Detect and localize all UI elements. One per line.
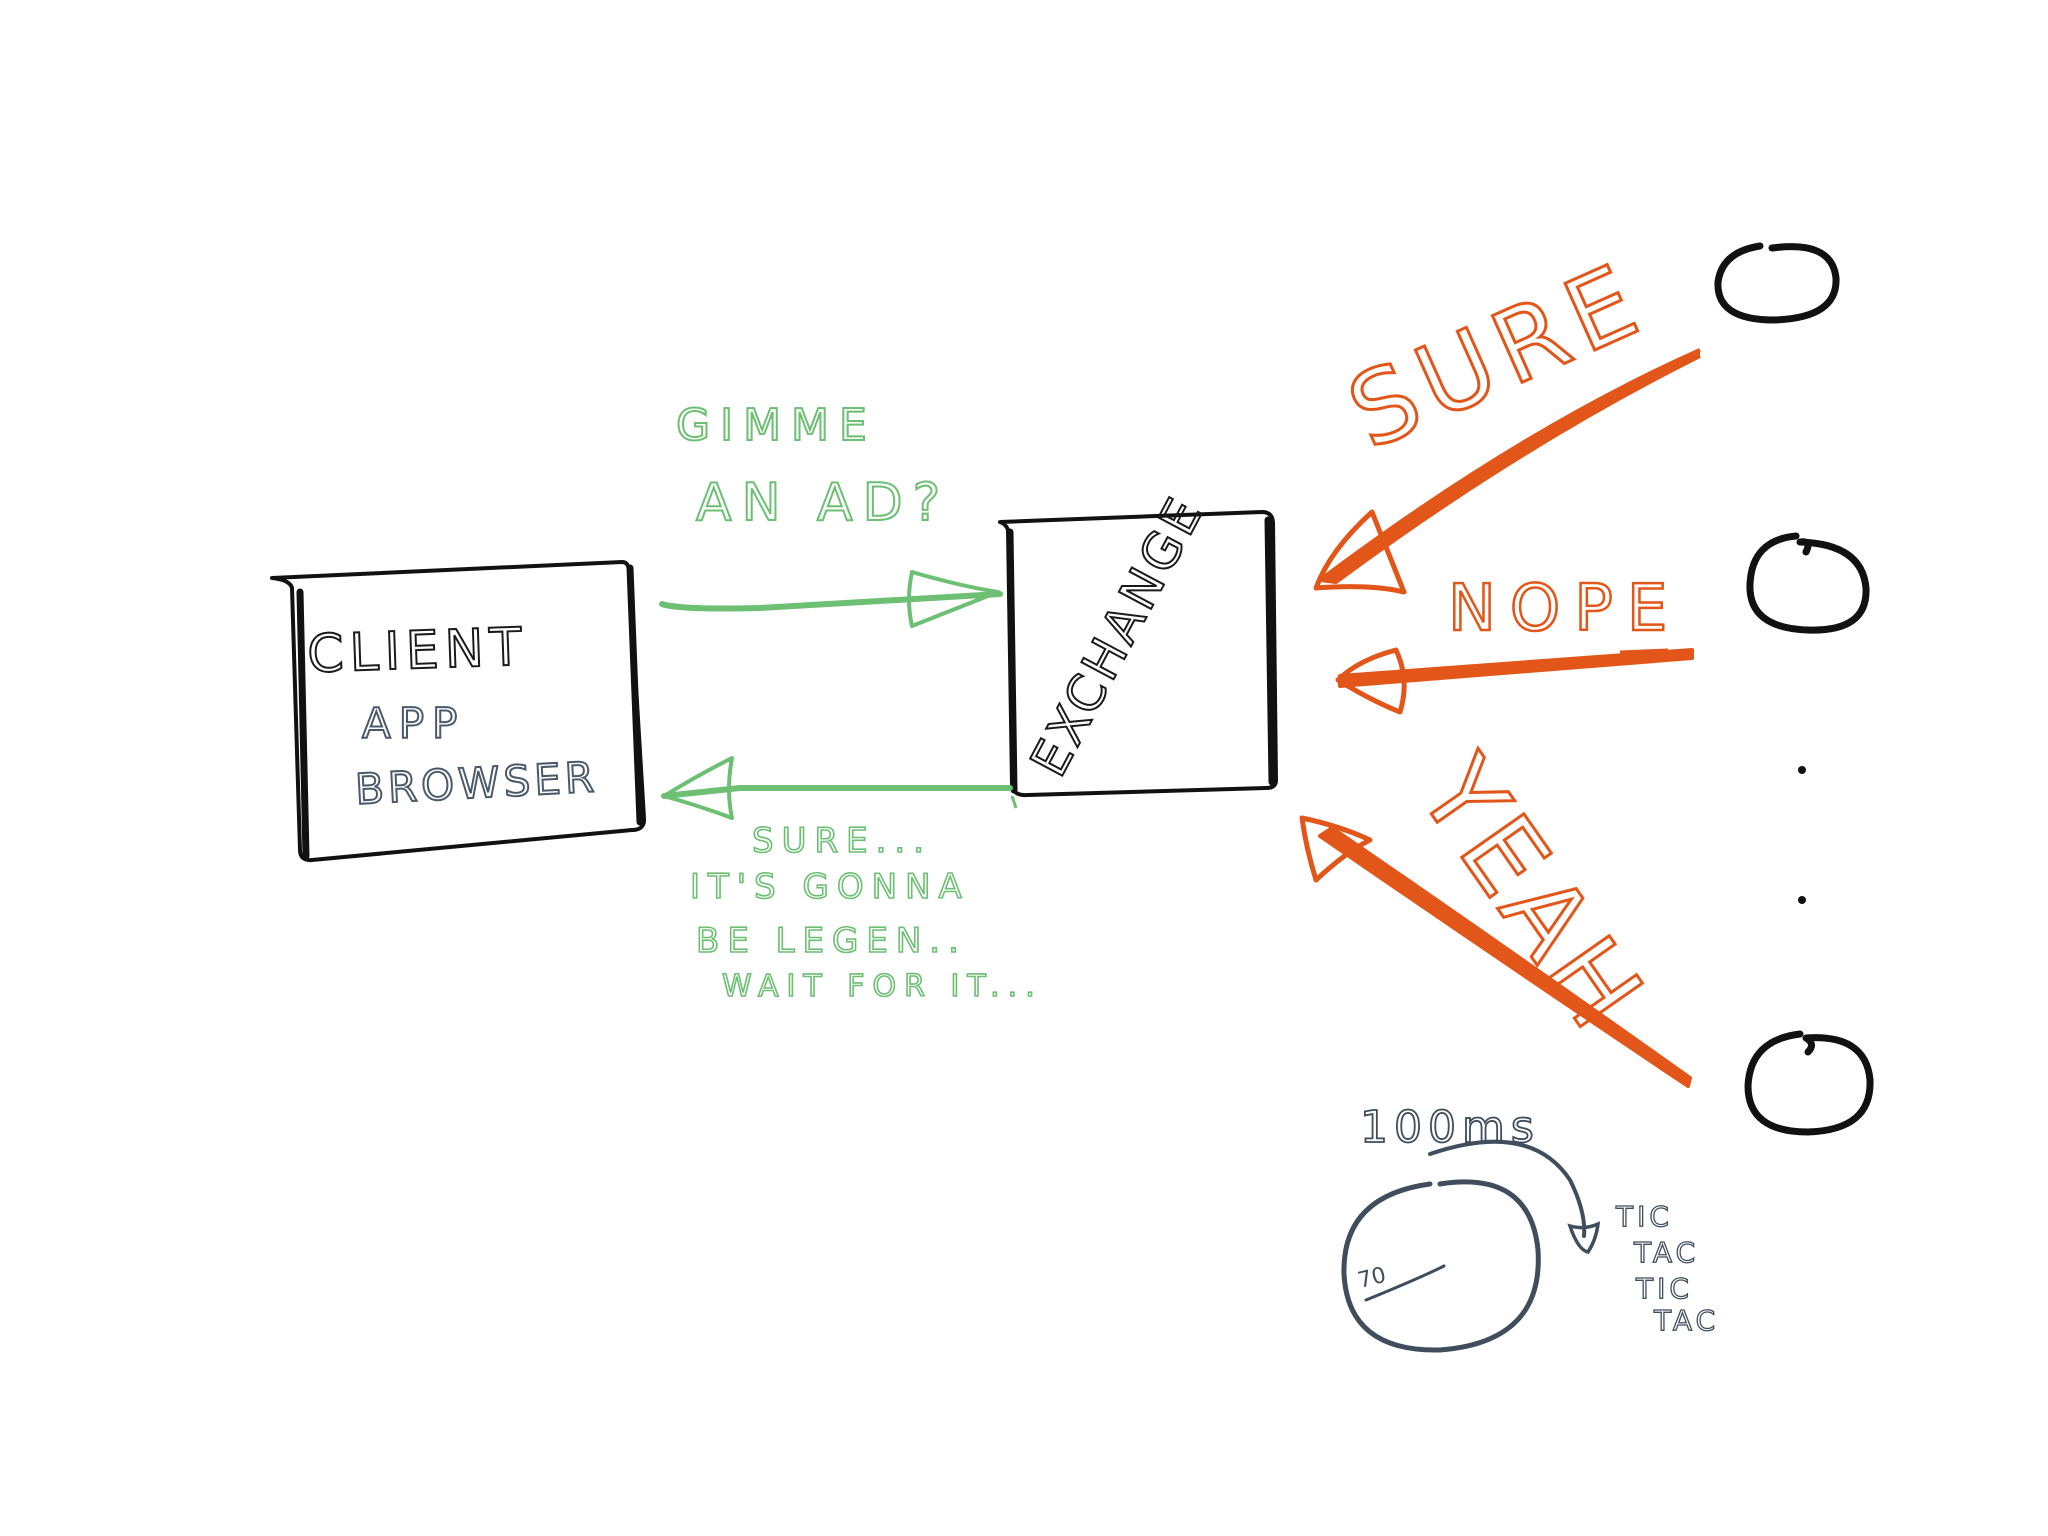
bid-arrow-bottom: YEAH — [1299, 734, 1692, 1088]
bid-label-sure: SURE — [1332, 239, 1662, 472]
reply-arrow-tail — [1010, 795, 1018, 809]
bid-label-nope: NOPE — [1448, 572, 1681, 646]
timer-tick-4: TAC — [1653, 1304, 1719, 1337]
timer-dial-value: 70 — [1355, 1263, 1388, 1294]
timer-dial — [1341, 1179, 1541, 1353]
reply-line4: WAIT FOR IT... — [722, 969, 1043, 1004]
client-box-shadow — [296, 564, 644, 860]
bid-label-nope-underline — [1619, 648, 1669, 654]
client-app-label: APP — [362, 699, 465, 748]
bidder-node-top — [1714, 242, 1840, 324]
timer-curve-arrowhead — [1567, 1221, 1601, 1254]
bid-label-yeah: YEAH — [1395, 736, 1669, 1055]
exchange-title: EXCHANGE — [1019, 486, 1215, 786]
reply-arrow: SURE... IT'S GONNA BE LEGEN.. WAIT FOR I… — [661, 756, 1043, 1005]
timer-tick-3: TIC — [1635, 1272, 1693, 1305]
bid-arrow-bottom-head — [1299, 815, 1373, 883]
request-arrow-head — [907, 570, 1000, 628]
client-box: CLIENT APP BROWSER — [270, 560, 647, 863]
request-arrow: GIMME AN AD? — [659, 399, 1003, 628]
timer: 100ms 70 TIC TAC TIC TAC — [1341, 1101, 1719, 1353]
client-title: CLIENT — [306, 617, 528, 685]
reply-line2: IT'S GONNA — [690, 867, 970, 907]
bid-arrow-top: SURE — [1313, 238, 1701, 595]
bid-arrow-bottom-shaft — [1318, 826, 1692, 1088]
bidder-node-middle — [1746, 532, 1870, 634]
bid-arrow-middle-shaft — [1338, 648, 1694, 688]
bid-arrow-top-head — [1313, 509, 1407, 595]
timer-curve-arrow — [1428, 1139, 1587, 1238]
bidder-nodes — [1714, 242, 1874, 1136]
ellipsis-dot-2 — [1798, 896, 1806, 904]
timer-limit: 100ms — [1360, 1102, 1540, 1153]
exchange-box-shadow — [1006, 516, 1276, 794]
timer-tick-2: TAC — [1633, 1236, 1699, 1269]
exchange-box-outline — [998, 510, 1278, 798]
client-browser-label: BROWSER — [354, 752, 599, 814]
timer-tick-1: TIC — [1615, 1200, 1673, 1233]
exchange-box: EXCHANGE — [998, 485, 1278, 798]
reply-line3: BE LEGEN.. — [696, 921, 967, 961]
bid-arrow-middle: NOPE — [1335, 571, 1694, 715]
bidder-node-bottom — [1744, 1030, 1874, 1136]
bid-arrow-middle-head — [1335, 647, 1407, 715]
reply-arrow-head — [662, 756, 734, 820]
request-line1: GIMME — [676, 400, 877, 451]
reply-arrow-shaft — [661, 785, 1013, 799]
request-line2: AN AD? — [696, 473, 950, 533]
reply-line1: SURE... — [752, 821, 932, 861]
request-arrow-shaft — [659, 591, 1003, 612]
ellipsis-dot-1 — [1798, 766, 1806, 774]
timer-dial-hand — [1364, 1264, 1446, 1302]
